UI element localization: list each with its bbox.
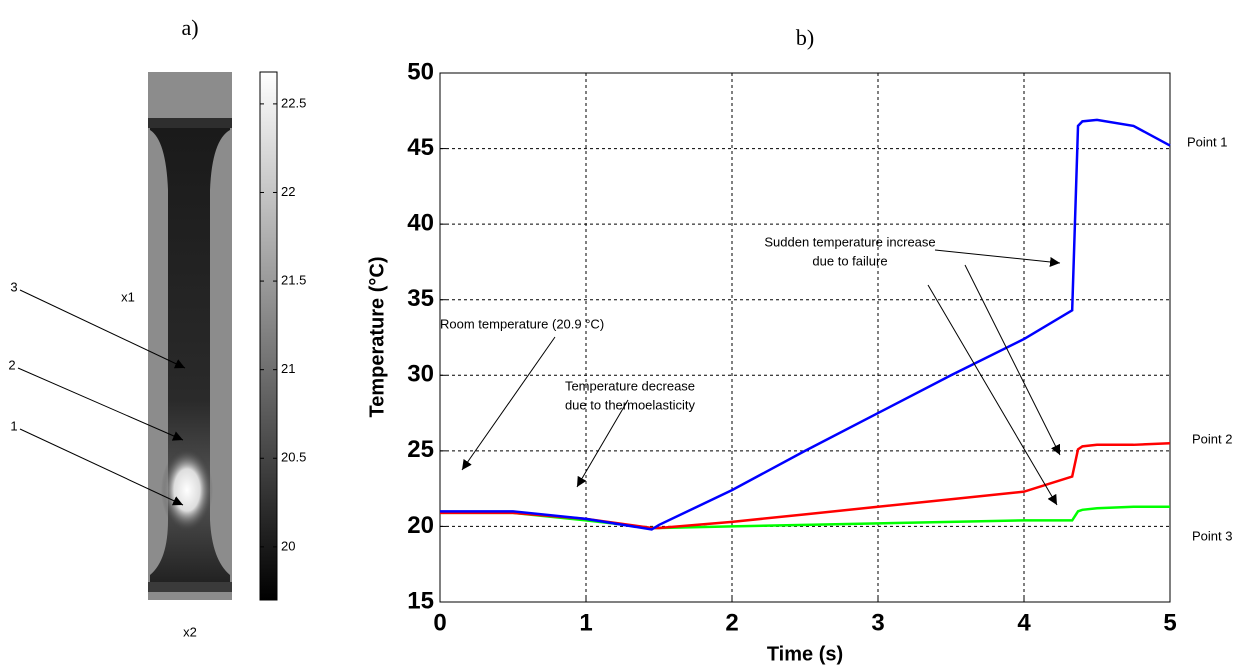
- annotation: Sudden temperature increase: [764, 234, 935, 249]
- annotation: Room temperature (20.9 °C): [440, 316, 604, 331]
- colorbar: [259, 71, 278, 601]
- arrow: [576, 399, 629, 488]
- colorbar-tick-label: 20: [281, 538, 295, 553]
- x-tick-label: 1: [579, 609, 592, 636]
- series-label: Point 3: [1192, 528, 1232, 543]
- colorbar-tick-label: 22: [281, 184, 295, 199]
- y-tick-label: 15: [407, 587, 434, 614]
- annotation: due to thermoelasticity: [565, 397, 696, 412]
- y-tick-label: 35: [407, 285, 434, 312]
- series-label: Point 1: [1187, 134, 1227, 149]
- arrow: [19, 428, 184, 506]
- y-tick-label: 45: [407, 134, 434, 161]
- x-tick-label: 2: [725, 609, 738, 636]
- y-tick-label: 50: [407, 58, 434, 85]
- annotation: due to failure: [812, 253, 887, 268]
- y-tick-label: 25: [407, 436, 434, 463]
- arrow: [964, 264, 1061, 456]
- arrow: [19, 289, 186, 369]
- arrow: [927, 284, 1058, 506]
- panel-b-label: b): [796, 25, 814, 50]
- series-line: [440, 118, 1171, 531]
- colorbar-tick-label: 21: [281, 361, 295, 376]
- axis-label: x2: [183, 624, 197, 639]
- panel-a-label: a): [181, 15, 198, 40]
- y-tick-label: 20: [407, 512, 434, 539]
- arrow: [461, 336, 556, 471]
- plot-area: [439, 72, 1171, 603]
- colorbar-tick-label: 22.5: [281, 95, 306, 110]
- x-tick-label: 4: [1017, 609, 1031, 636]
- x-tick-label: 0: [433, 609, 446, 636]
- x-tick-label: 3: [871, 609, 884, 636]
- x-tick-label: 5: [1163, 609, 1176, 636]
- y-tick-label: 40: [407, 209, 434, 236]
- colorbar-tick-label: 20.5: [281, 450, 306, 465]
- colorbar-tick-label: 21.5: [281, 273, 306, 288]
- x-axis-label: Time (s): [767, 643, 843, 665]
- point-label: 2: [8, 357, 15, 372]
- series-label: Point 2: [1192, 431, 1232, 446]
- y-axis-label: Temperature (°C): [366, 257, 388, 418]
- point-label: 3: [10, 279, 17, 294]
- point-label: 1: [10, 418, 17, 433]
- specimen-image: [148, 72, 232, 600]
- axis-label: x1: [121, 289, 135, 304]
- arrow: [934, 249, 1061, 267]
- annotation: Temperature decrease: [565, 378, 695, 393]
- y-tick-label: 30: [407, 361, 434, 388]
- arrow: [17, 367, 184, 441]
